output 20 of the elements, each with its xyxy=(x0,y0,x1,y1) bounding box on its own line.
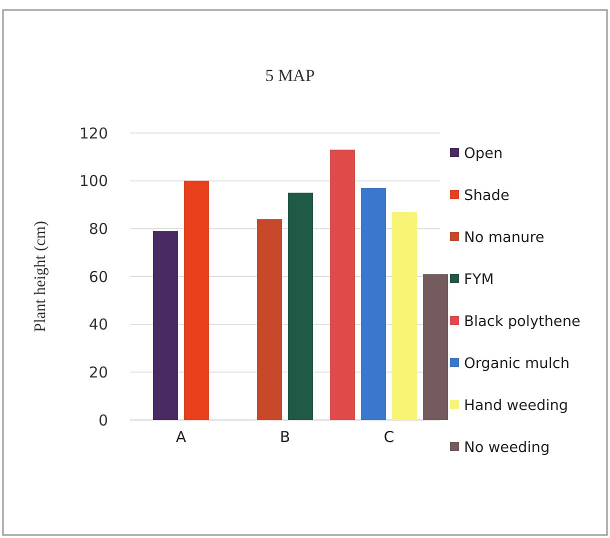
legend-label: Organic mulch xyxy=(464,356,570,372)
chart-title: 5 MAP xyxy=(265,66,315,85)
y-tick-label: 100 xyxy=(79,172,108,190)
legend-label: Hand weeding xyxy=(464,398,568,414)
x-tick-label: B xyxy=(280,428,290,446)
x-tick-label: C xyxy=(384,428,394,446)
legend-label: Open xyxy=(464,146,503,162)
y-tick-label: 0 xyxy=(98,411,108,430)
legend-label: No manure xyxy=(464,230,544,246)
legend-label: Shade xyxy=(464,188,510,204)
legend-label: Black polythene xyxy=(464,314,581,330)
y-tick-label: 20 xyxy=(88,363,108,382)
legend-label: FYM xyxy=(464,272,494,288)
legend-label: No weeding xyxy=(464,440,550,456)
y-tick-label: 80 xyxy=(88,220,108,238)
y-tick-label: 120 xyxy=(79,124,108,142)
x-tick-label: A xyxy=(176,428,187,446)
y-axis-title: Plant height (cm) xyxy=(32,220,49,332)
y-tick-label: 40 xyxy=(88,316,108,334)
y-tick-label: 60 xyxy=(88,268,108,286)
